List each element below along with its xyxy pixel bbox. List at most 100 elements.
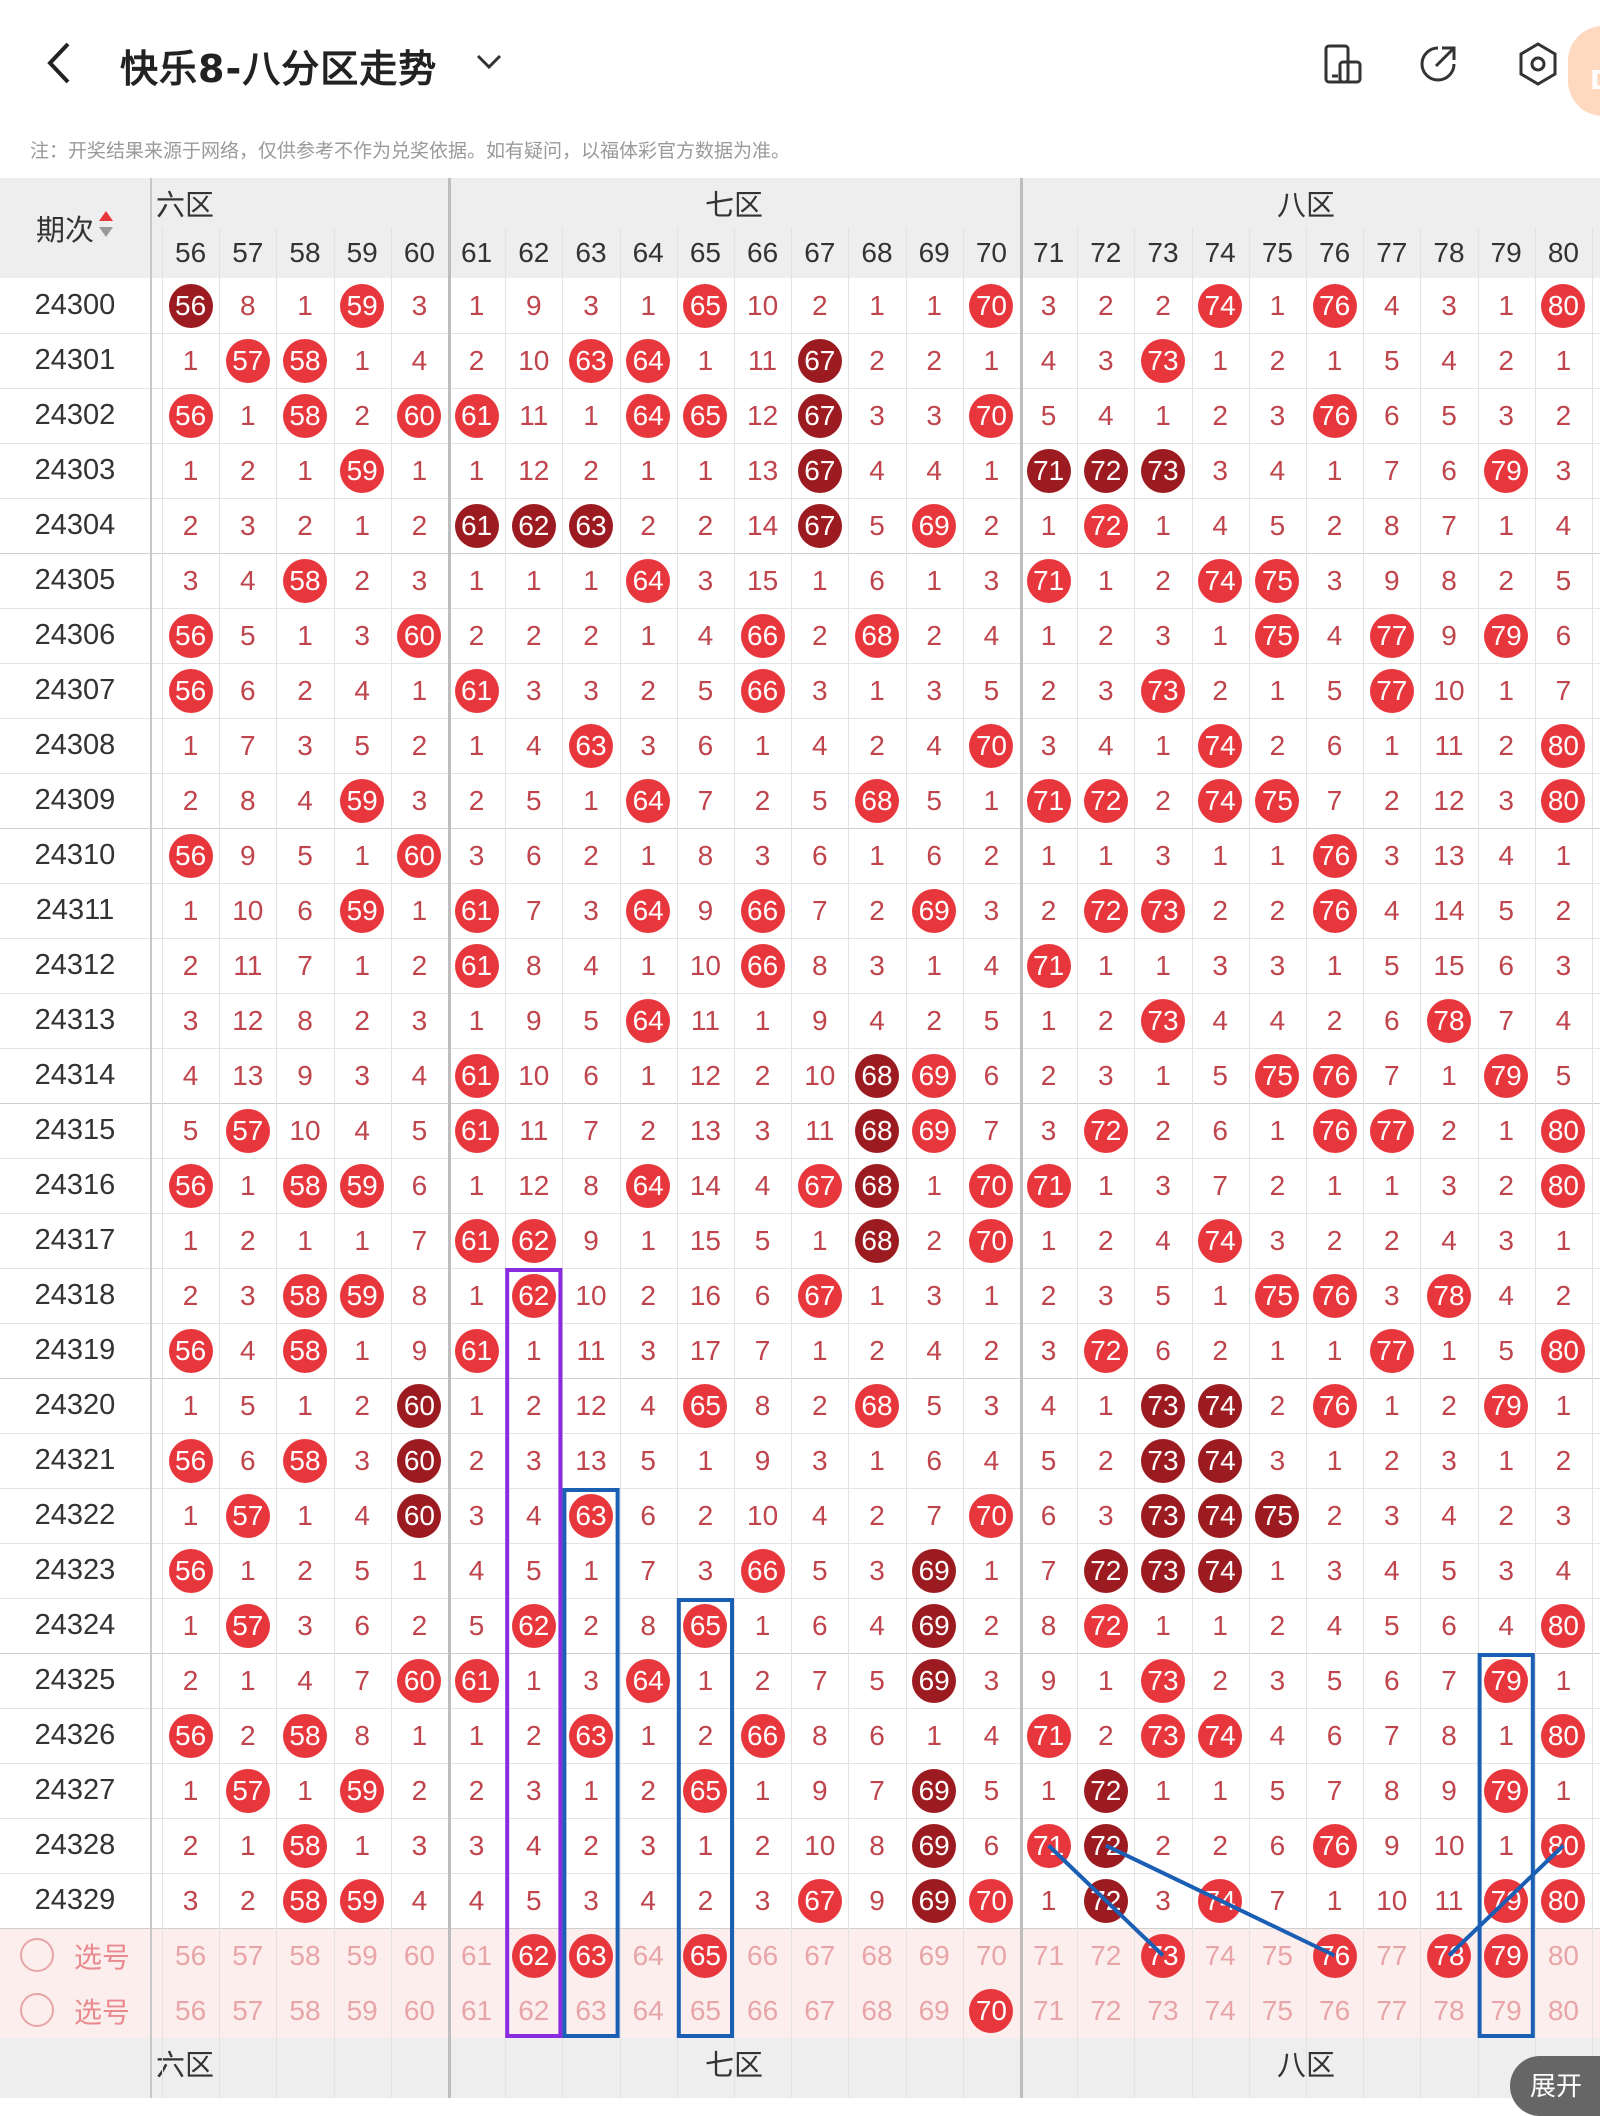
select-radio[interactable]	[20, 1993, 54, 2027]
selectable-number[interactable]: 78	[1433, 1994, 1465, 2026]
select-radio[interactable]	[20, 1938, 54, 1972]
chevron-down-icon[interactable]	[474, 50, 504, 74]
selected-ball[interactable]: 63	[569, 1933, 613, 1978]
selectable-number[interactable]: 72	[1090, 1939, 1122, 1971]
selectable-number[interactable]: 59	[346, 1994, 378, 2026]
miss-count: 3	[1441, 1444, 1457, 1476]
selected-ball[interactable]: 79	[1484, 1933, 1529, 1978]
miss-count: 1	[1269, 1334, 1286, 1366]
share-icon[interactable]	[1414, 40, 1462, 88]
selectable-number[interactable]: 63	[575, 1994, 607, 2026]
selectable-number[interactable]: 67	[804, 1939, 836, 1971]
row-divider	[0, 663, 1600, 664]
selectable-number[interactable]: 76	[1319, 1994, 1351, 2026]
selectable-number[interactable]: 60	[403, 1939, 435, 1971]
selectable-number[interactable]: 75	[1261, 1994, 1293, 2026]
miss-count: 8	[640, 1609, 656, 1641]
ball-number: 58	[283, 558, 327, 603]
ball-number: 61	[454, 943, 499, 988]
selectable-number[interactable]: 80	[1547, 1994, 1579, 2026]
selectable-number[interactable]: 77	[1376, 1939, 1408, 1971]
expand-button[interactable]: 展开	[1510, 2056, 1600, 2116]
selectable-number[interactable]: 60	[403, 1994, 435, 2026]
miss-count: 9	[1040, 1664, 1057, 1696]
miss-count: 5	[811, 1554, 828, 1586]
selectable-number[interactable]: 71	[1033, 1939, 1065, 1971]
miss-count: 2	[411, 1609, 428, 1641]
ball-number: 76	[1312, 1383, 1357, 1428]
selected-ball[interactable]: 73	[1141, 1933, 1185, 1978]
selectable-number[interactable]: 57	[232, 1994, 264, 2026]
selectable-number[interactable]: 61	[461, 1994, 493, 2026]
selectable-number[interactable]: 68	[861, 1939, 893, 1971]
ball-number: 73	[1141, 338, 1185, 383]
column-header: 78	[1433, 237, 1465, 268]
ball-number: 59	[340, 283, 385, 328]
selectable-number[interactable]: 68	[861, 1994, 893, 2026]
miss-count: 1	[1155, 1609, 1171, 1641]
selectable-number[interactable]: 73	[1147, 1994, 1179, 2026]
miss-count: 5	[1040, 1444, 1057, 1476]
selectable-number[interactable]: 58	[289, 1994, 321, 2026]
selectable-number[interactable]: 66	[747, 1939, 779, 1971]
miss-count: 5	[926, 784, 942, 816]
selected-ball[interactable]: 76	[1312, 1933, 1357, 1978]
miss-count: 1	[354, 1829, 370, 1861]
miss-count: 6	[1441, 1609, 1457, 1641]
selectable-number[interactable]: 79	[1490, 1994, 1522, 2026]
selectable-number[interactable]: 69	[918, 1939, 950, 1971]
selectable-number[interactable]: 72	[1090, 1994, 1122, 2026]
selectable-number[interactable]: 77	[1376, 1994, 1408, 2026]
miss-count: 11	[690, 1004, 720, 1036]
miss-count: 4	[1498, 1279, 1514, 1311]
selectable-number[interactable]: 64	[632, 1939, 664, 1971]
selectable-number[interactable]: 75	[1261, 1939, 1293, 1971]
issue-header[interactable]: 期次	[0, 178, 150, 278]
miss-count: 10	[575, 1279, 607, 1311]
issue-number: 24310	[34, 839, 116, 871]
selected-ball[interactable]: 62	[511, 1933, 556, 1978]
settings-icon[interactable]	[1514, 40, 1562, 88]
selectable-number[interactable]: 69	[918, 1994, 950, 2026]
selectable-number[interactable]: 59	[346, 1939, 378, 1971]
selected-ball[interactable]: 65	[683, 1933, 728, 1978]
selectable-number[interactable]: 64	[632, 1994, 664, 2026]
miss-count: 8	[525, 949, 542, 981]
miss-count: 2	[1269, 729, 1286, 761]
miss-count: 2	[1269, 1609, 1286, 1641]
selectable-number[interactable]: 58	[289, 1939, 321, 1971]
miss-count: 14	[1433, 894, 1465, 926]
selectable-number[interactable]: 80	[1547, 1939, 1579, 1971]
avatar[interactable]: D	[1568, 26, 1600, 116]
miss-count: 1	[926, 289, 942, 321]
miss-count: 2	[239, 1884, 256, 1916]
selectable-number[interactable]: 56	[175, 1994, 207, 2026]
miss-count: 4	[1326, 1609, 1343, 1641]
sort-icon[interactable]	[98, 209, 114, 247]
ball-number: 79	[1484, 1768, 1529, 1813]
miss-count: 3	[468, 839, 485, 871]
selectable-number[interactable]: 67	[804, 1994, 836, 2026]
miss-count: 3	[583, 894, 599, 926]
selectable-number[interactable]: 57	[232, 1939, 264, 1971]
selectable-number[interactable]: 62	[518, 1994, 550, 2026]
selectable-number[interactable]: 56	[175, 1939, 207, 1971]
miss-count: 5	[1383, 949, 1400, 981]
selectable-number[interactable]: 66	[747, 1994, 779, 2026]
ball-number: 63	[569, 723, 613, 768]
selectable-number[interactable]: 61	[461, 1939, 493, 1971]
selected-ball[interactable]: 78	[1427, 1933, 1471, 1978]
miss-count: 4	[411, 344, 428, 376]
ball-number: 66	[740, 943, 785, 988]
column-header: 77	[1376, 237, 1408, 268]
chevron-left-icon[interactable]	[40, 38, 80, 88]
selectable-number[interactable]: 71	[1033, 1994, 1065, 2026]
phone-rotate-icon[interactable]	[1318, 40, 1366, 88]
selected-ball[interactable]: 70	[969, 1988, 1014, 2033]
selectable-number[interactable]: 65	[689, 1994, 721, 2026]
miss-count: 1	[1383, 729, 1400, 761]
selectable-number[interactable]: 70	[975, 1939, 1007, 1971]
miss-count: 6	[1212, 1114, 1228, 1146]
selectable-number[interactable]: 74	[1204, 1994, 1236, 2026]
selectable-number[interactable]: 74	[1204, 1939, 1236, 1971]
